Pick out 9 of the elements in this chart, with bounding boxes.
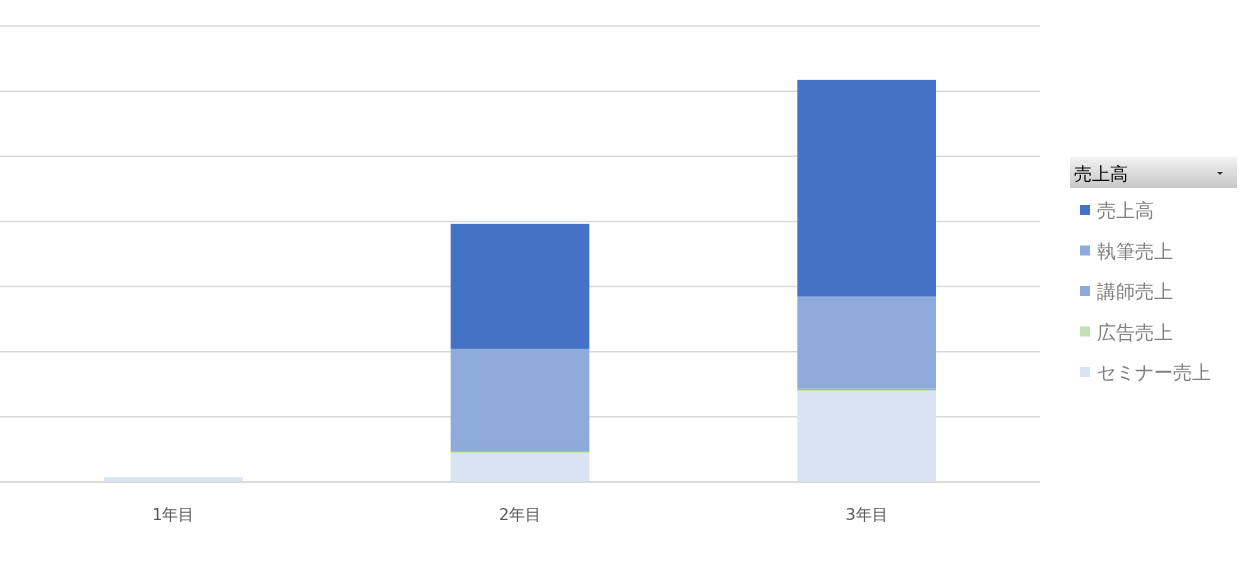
legend-label: セミナー売上 — [1097, 361, 1211, 383]
x-tick-label: 2年目 — [498, 505, 542, 524]
legend-label: 広告売上 — [1097, 320, 1173, 343]
x-tick-label: 1年目 — [152, 505, 195, 524]
x-tick-label: 3年目 — [845, 505, 888, 524]
legend-label: 執筆売上 — [1097, 239, 1173, 262]
legend-label: 売上高 — [1097, 199, 1154, 221]
legend-label: 講師売上 — [1097, 280, 1173, 302]
legend-title: 売上高 — [1074, 163, 1128, 184]
